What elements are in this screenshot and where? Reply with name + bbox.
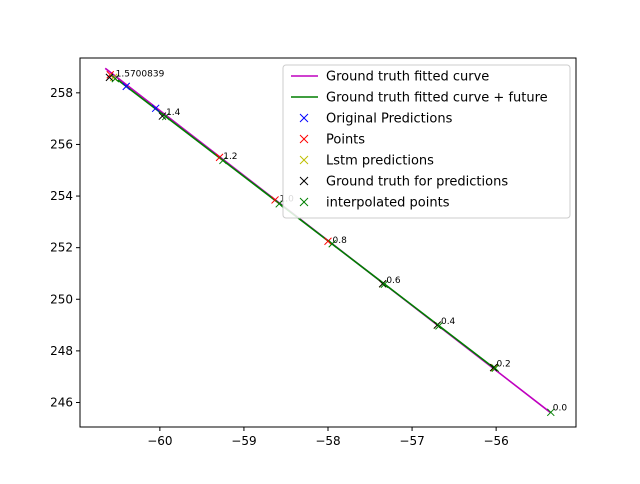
marker-interpolated-points-8 (546, 408, 555, 417)
legend-entry-lstm-predictions: Lstm predictions (299, 154, 434, 169)
legend-entry-ground-truth-fitted-curve: Ground truth fitted curve (291, 70, 489, 85)
marker-ground-truth-for-predictions-4 (489, 363, 498, 372)
marker-ground-truth-for-predictions-1 (158, 112, 167, 120)
marker-interpolated-points-4 (328, 239, 337, 248)
legend-label: Ground truth for predictions (326, 175, 508, 190)
marker-points-3 (324, 237, 332, 246)
point-label: 0.6 (386, 276, 401, 286)
legend-label: Ground truth fitted curve (326, 70, 489, 85)
x-tick-label: −56 (483, 434, 508, 448)
marker-interpolated-points-6 (435, 321, 443, 330)
legend-swatch (299, 176, 309, 186)
legend-entry-points: Points (299, 133, 365, 148)
series-line-ground-truth-fitted-curve-future (117, 79, 495, 369)
x-tick-label: −58 (315, 434, 340, 448)
legend-swatch (299, 134, 309, 144)
point-label: 1.4 (166, 108, 181, 118)
legend-label: Lstm predictions (326, 154, 434, 169)
legend-swatch (299, 155, 309, 165)
legend-entry-interpolated-points: interpolated points (299, 196, 450, 211)
point-label: 0.4 (441, 317, 456, 327)
y-tick-label: 250 (50, 292, 73, 306)
marker-original-predictions-0 (122, 82, 131, 91)
y-tick-label: 254 (50, 189, 73, 203)
plot-markers (105, 70, 555, 417)
legend-entry-ground-truth-for-predictions: Ground truth for predictions (299, 175, 508, 190)
y-tick-label: 256 (50, 137, 73, 151)
legend-label: interpolated points (326, 196, 450, 211)
marker-interpolated-points-0 (111, 74, 120, 83)
marker-ground-truth-for-predictions-3 (433, 321, 442, 329)
marker-interpolated-points-7 (491, 364, 500, 373)
point-label: 1.2 (223, 152, 237, 162)
legend-entry-ground-truth-fitted-curve-future: Ground truth fitted curve + future (291, 91, 548, 106)
legend: Ground truth fitted curve Ground truth fi… (282, 64, 571, 219)
marker-points-0 (106, 70, 115, 79)
marker-interpolated-points-5 (380, 280, 389, 289)
y-tick-label: 248 (50, 344, 73, 358)
y-tick-label: 246 (50, 395, 73, 409)
marker-original-predictions-1 (151, 104, 160, 113)
x-axis: −60 −59 −58 −57 −56 (147, 427, 509, 448)
legend-swatch (299, 113, 309, 123)
point-label: 0.0 (553, 404, 568, 414)
marker-ground-truth-for-predictions-2 (378, 279, 387, 288)
legend-label: Original Predictions (326, 112, 453, 127)
y-tick-label: 252 (50, 241, 73, 255)
x-tick-label: −60 (147, 434, 172, 448)
y-axis: 246 248 250 252 254 256 258 (50, 86, 80, 409)
marker-ground-truth-for-predictions-0 (105, 73, 114, 82)
marker-interpolated-points-2 (219, 156, 227, 165)
legend-box (282, 64, 571, 219)
point-label: 0.8 (333, 236, 348, 246)
legend-label: Points (326, 133, 365, 148)
point-label: 0.2 (496, 360, 510, 370)
x-tick-label: −59 (231, 434, 256, 448)
y-tick-label: 258 (50, 86, 73, 100)
marker-interpolated-points-3 (275, 199, 284, 208)
legend-entry-original-predictions: Original Predictions (299, 112, 453, 127)
point-label: 1.5700839 (116, 69, 165, 79)
legend-swatch (299, 197, 309, 207)
legend-label: Ground truth fitted curve + future (326, 91, 548, 106)
marker-interpolated-points-1 (161, 112, 170, 121)
x-tick-label: −57 (399, 434, 424, 448)
